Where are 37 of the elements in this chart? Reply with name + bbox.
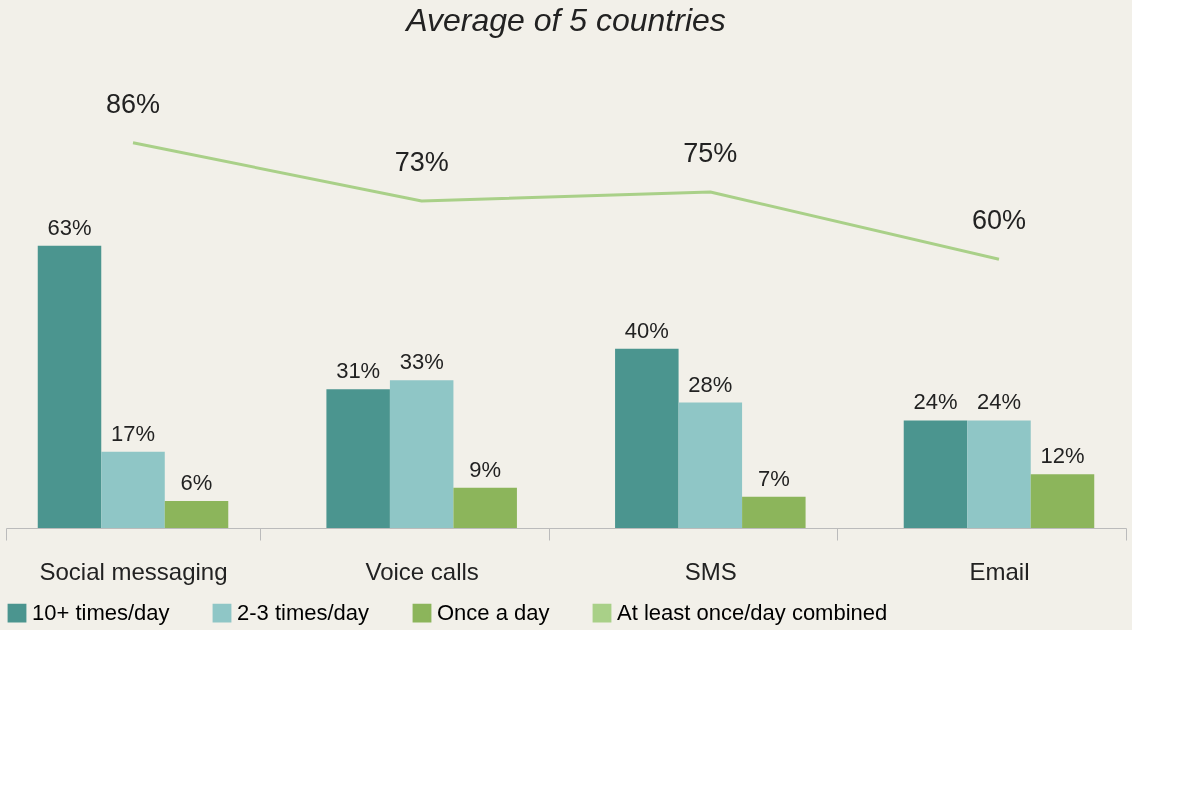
data-label: 75% xyxy=(683,138,738,169)
bar xyxy=(903,420,968,528)
data-label: 17% xyxy=(110,420,156,446)
bar xyxy=(1030,474,1095,528)
bar xyxy=(326,389,390,528)
bar xyxy=(453,487,517,528)
data-label: 86% xyxy=(105,88,161,119)
data-label: 6% xyxy=(180,470,213,496)
legend-label: 10+ times/day xyxy=(32,600,170,626)
bar xyxy=(164,501,229,528)
data-label: 24% xyxy=(976,389,1022,415)
data-label: 73% xyxy=(394,146,449,177)
bar xyxy=(742,496,806,528)
bar xyxy=(678,402,743,528)
data-label: 31% xyxy=(336,358,381,384)
legend-label: Once a day xyxy=(437,600,550,626)
x-tick-label: Social messaging xyxy=(39,557,228,585)
bar xyxy=(615,348,679,528)
chart-title: Average of 5 countries xyxy=(404,2,726,38)
x-tick-label: Voice calls xyxy=(365,557,479,585)
data-label: 33% xyxy=(399,349,444,375)
x-tick-label: SMS xyxy=(684,557,737,585)
data-label: 24% xyxy=(913,389,958,415)
bar xyxy=(101,451,165,528)
data-label: 9% xyxy=(469,456,502,482)
data-label: 28% xyxy=(688,371,733,397)
data-label: 60% xyxy=(971,205,1027,236)
legend-label: 2-3 times/day xyxy=(237,600,370,626)
x-tick-label: Email xyxy=(969,557,1030,585)
bar xyxy=(389,380,454,528)
bar xyxy=(967,420,1031,528)
data-label: 7% xyxy=(757,465,790,491)
data-label: 63% xyxy=(47,214,92,240)
bar xyxy=(37,245,102,528)
data-label: 40% xyxy=(624,317,669,343)
legend-label: At least once/day combined xyxy=(617,600,888,626)
data-label: 12% xyxy=(1040,443,1085,469)
